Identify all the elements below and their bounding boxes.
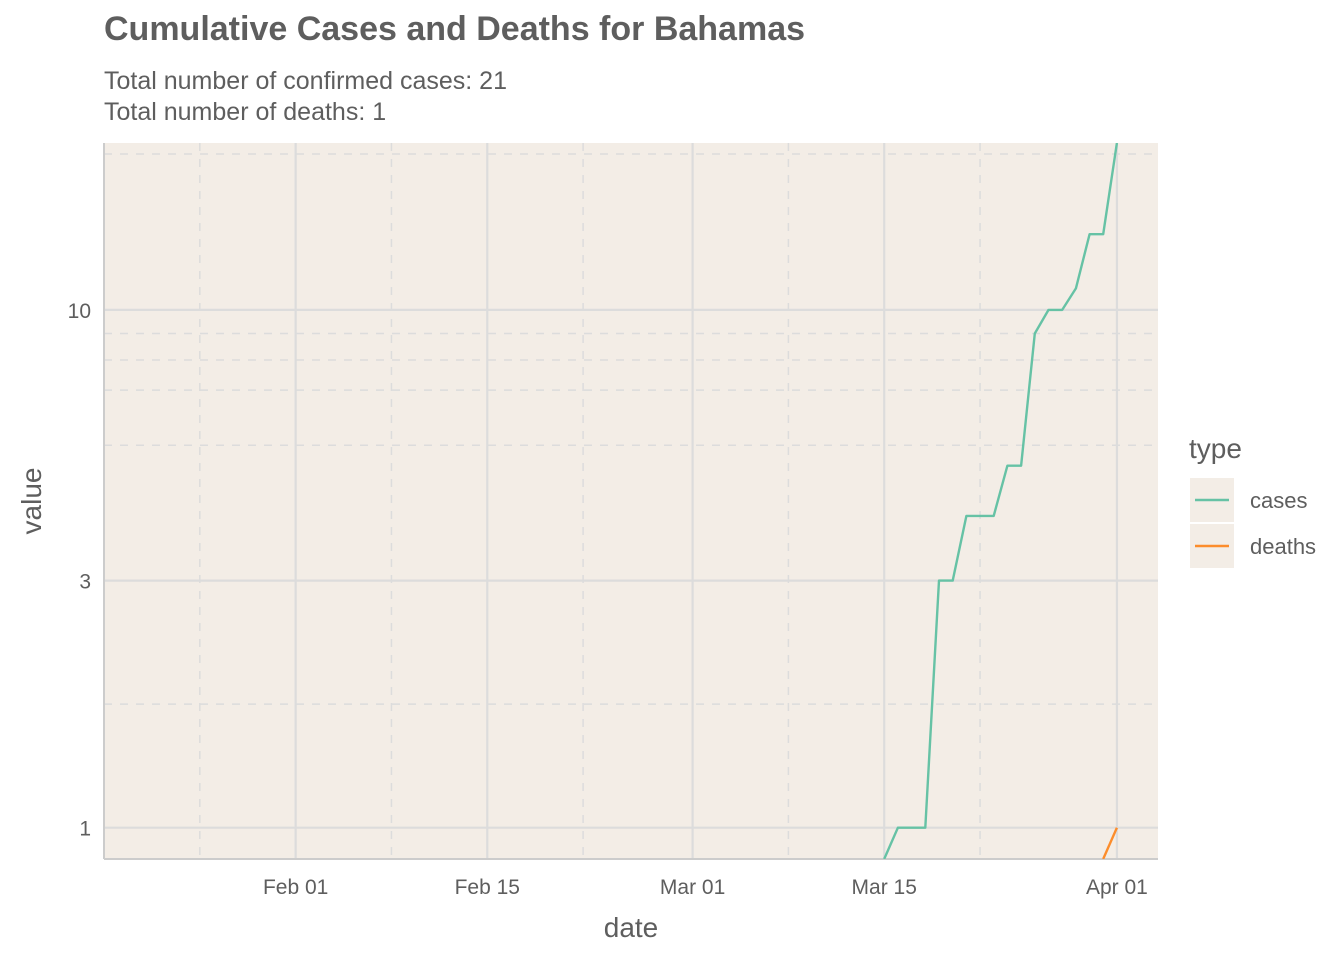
x-tick-label: Mar 15 <box>852 876 917 899</box>
major-gridlines <box>104 143 1158 859</box>
minor-gridlines <box>104 143 1158 859</box>
chart-subtitle-deaths: Total number of deaths: 1 <box>104 98 387 126</box>
x-axis-title: date <box>604 912 659 943</box>
series-line-deaths <box>1102 827 1118 859</box>
y-tick-label: 3 <box>79 571 91 594</box>
x-tick-labels: Feb 01 Feb 15 Mar 01 Mar 15 Apr 01 <box>263 876 1148 899</box>
x-tick-label: Apr 01 <box>1086 876 1148 899</box>
series-line-cases <box>883 143 1119 859</box>
legend-label-deaths: deaths <box>1250 534 1316 559</box>
axis-lines <box>103 143 1158 860</box>
y-tick-label: 1 <box>79 818 91 841</box>
x-tick-label: Feb 01 <box>263 876 328 899</box>
chart-title: Cumulative Cases and Deaths for Bahamas <box>104 10 806 48</box>
legend-title: type <box>1189 433 1242 464</box>
y-axis-title: value <box>16 468 47 535</box>
y-tick-label: 10 <box>68 300 91 323</box>
x-tick-label: Feb 15 <box>455 876 520 899</box>
plot-panel <box>104 143 1158 859</box>
series-lines <box>883 143 1119 859</box>
y-tick-labels: 1 3 10 <box>68 300 91 841</box>
chart-subtitle-cases: Total number of confirmed cases: 21 <box>104 67 507 95</box>
legend-label-cases: cases <box>1250 488 1307 513</box>
legend: type cases deaths <box>1189 433 1316 568</box>
x-tick-label: Mar 01 <box>660 876 725 899</box>
